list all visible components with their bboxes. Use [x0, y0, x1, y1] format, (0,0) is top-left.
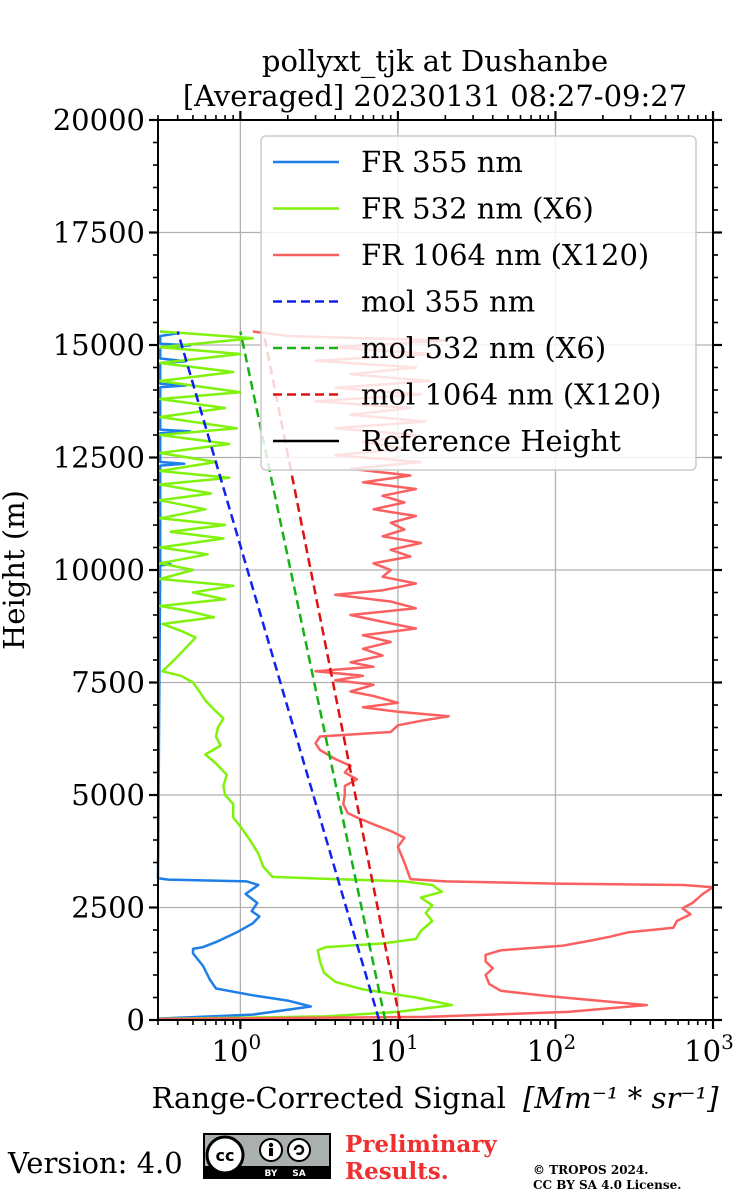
share-alike-icon [287, 1138, 311, 1162]
preliminary-line2: Results. [345, 1158, 449, 1185]
legend-label-0: FR 355 nm [361, 145, 523, 179]
version-label: Version: 4.0 [8, 1146, 183, 1180]
chart-title-line1: pollyxt_tjk at Dushanbe [262, 44, 608, 79]
y-tick-label: 17500 [53, 216, 145, 250]
legend: FR 355 nm FR 532 nm (X6) FR 1064 nm (X120)… [260, 135, 697, 471]
cc-icon [205, 1135, 245, 1175]
x-axis-label-unit: [Mm⁻¹ * sr⁻¹] [523, 1081, 719, 1115]
preliminary-line1: Preliminary [345, 1131, 497, 1158]
y-tick-label: 12500 [53, 441, 145, 475]
x-tick-label: 101 [369, 1030, 419, 1068]
x-tick-label: 102 [527, 1030, 577, 1068]
legend-label-1: FR 532 nm (X6) [361, 192, 594, 226]
y-tick-label: 20000 [53, 103, 145, 137]
y-tick-label: 2500 [71, 891, 145, 925]
x-axis-label: Range-Corrected Signal [Mm⁻¹ * sr⁻¹] [152, 1081, 720, 1115]
legend-label-2: FR 1064 nm (X120) [361, 238, 649, 272]
chart-title-line2: [Averaged] 20230131 08:27-09:27 [183, 79, 687, 113]
cc-badge-text: cc [216, 1146, 235, 1165]
series-line-1 [157, 330, 454, 1021]
y-tick-label: 5000 [71, 778, 145, 812]
y-tick-label: 7500 [71, 666, 145, 700]
y-tick-label: 15000 [53, 328, 145, 362]
copyright-notice: © TROPOS 2024. CC BY SA 4.0 License. [533, 1163, 681, 1193]
y-axis-label: Height (m) [0, 490, 31, 650]
badge-sa-text: SA [292, 1169, 305, 1179]
legend-label-3: mol 355 nm [361, 285, 535, 319]
legend-label-6: Reference Height [361, 424, 621, 458]
series-line-3 [176, 331, 381, 1021]
axis-ticks: 0 2500 5000 7500 10000 12500 15000 17500 20000 10… [53, 103, 734, 1068]
legend-box [260, 135, 697, 471]
y-tick-label: 0 [127, 1003, 145, 1037]
copyright-line2: CC BY SA 4.0 License. [533, 1178, 682, 1192]
x-tick-label: 103 [684, 1030, 734, 1068]
x-tick-label: 100 [212, 1030, 262, 1068]
copyright-line1: © TROPOS 2024. [533, 1163, 649, 1177]
series-line-4 [239, 331, 387, 1021]
x-axis-label-text: Range-Corrected Signal [152, 1081, 506, 1115]
series-line-5 [262, 331, 402, 1021]
y-tick-label: 10000 [53, 553, 145, 587]
legend-label-5: mol 1064 nm (X120) [361, 378, 662, 412]
cc-by-sa-badge: cc BY SA [203, 1133, 331, 1179]
preliminary-notice: Preliminary Results. [345, 1131, 497, 1185]
legend-label-4: mol 532 nm (X6) [361, 331, 606, 365]
badge-by-text: BY [265, 1169, 278, 1179]
